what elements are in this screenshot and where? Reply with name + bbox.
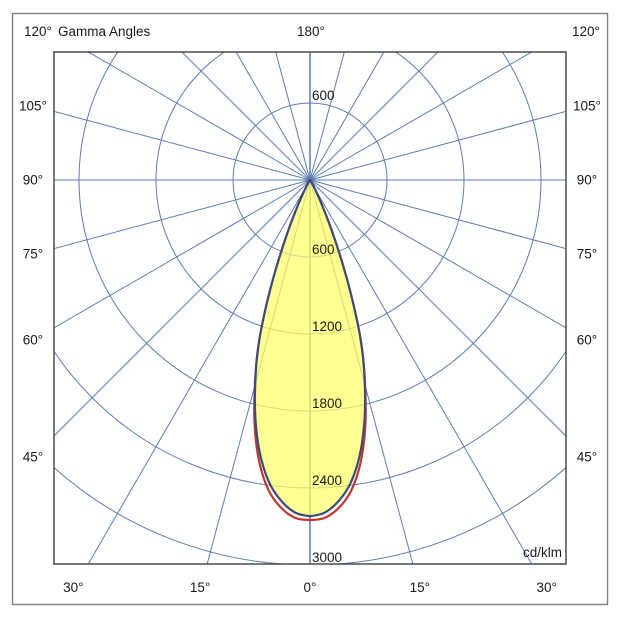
angle-label-left: 90° (23, 173, 43, 188)
grid-ray (275, 52, 311, 181)
angle-label-left: 60° (23, 332, 43, 347)
grid-ray (309, 52, 385, 181)
angle-label-top-right: 120° (572, 24, 600, 39)
grid-ray (309, 179, 566, 250)
angle-label-bottom: 30° (63, 580, 83, 595)
grid-ray (309, 110, 566, 181)
angle-label-left: 45° (23, 450, 43, 465)
angle-label-bottom: 0° (304, 580, 317, 595)
grid-ray (87, 179, 311, 564)
ring-label: 1800 (312, 396, 342, 411)
angle-label-bottom: 15° (410, 580, 430, 595)
beam-curve-primary (253, 178, 367, 518)
angle-label-left: 75° (23, 247, 43, 262)
angle-label-right: 105° (573, 98, 601, 113)
grid-ray (309, 52, 439, 181)
ring-label: 2400 (312, 473, 342, 488)
angle-label-right: 45° (577, 450, 597, 465)
grid-ray (235, 52, 311, 181)
grid-ray (309, 179, 566, 437)
angle-label-top-center: 180° (297, 24, 325, 39)
ring-label: 600 (312, 242, 335, 257)
grid-ray (309, 52, 345, 181)
ring-label: 3000 (312, 550, 342, 565)
grid-ray (54, 179, 311, 329)
ring-labels: 600 600 1200 1800 2400 3000 (312, 88, 342, 565)
grid-ray (309, 179, 533, 564)
angle-label-bottom: 30° (537, 580, 557, 595)
angle-label-right: 60° (577, 332, 597, 347)
ring-label: 1200 (312, 319, 342, 334)
grid-ray (54, 179, 311, 250)
angle-label-left: 105° (19, 98, 47, 113)
plot-border (53, 51, 567, 565)
chart-title: Gamma Angles (58, 24, 151, 39)
grid-ray (54, 179, 311, 437)
ring-label-upper: 600 (312, 88, 335, 103)
angle-label-right: 90° (577, 173, 597, 188)
angle-label-right: 75° (577, 247, 597, 262)
unit-label: cd/klm (523, 545, 562, 560)
grid-ray (54, 110, 311, 181)
grid-ray (309, 52, 533, 181)
grid-ray (309, 179, 566, 329)
angle-label-top-left: 120° (24, 24, 52, 39)
angle-label-bottom: 15° (190, 580, 210, 595)
grid-ray (87, 52, 311, 181)
grid-ray (181, 52, 311, 181)
